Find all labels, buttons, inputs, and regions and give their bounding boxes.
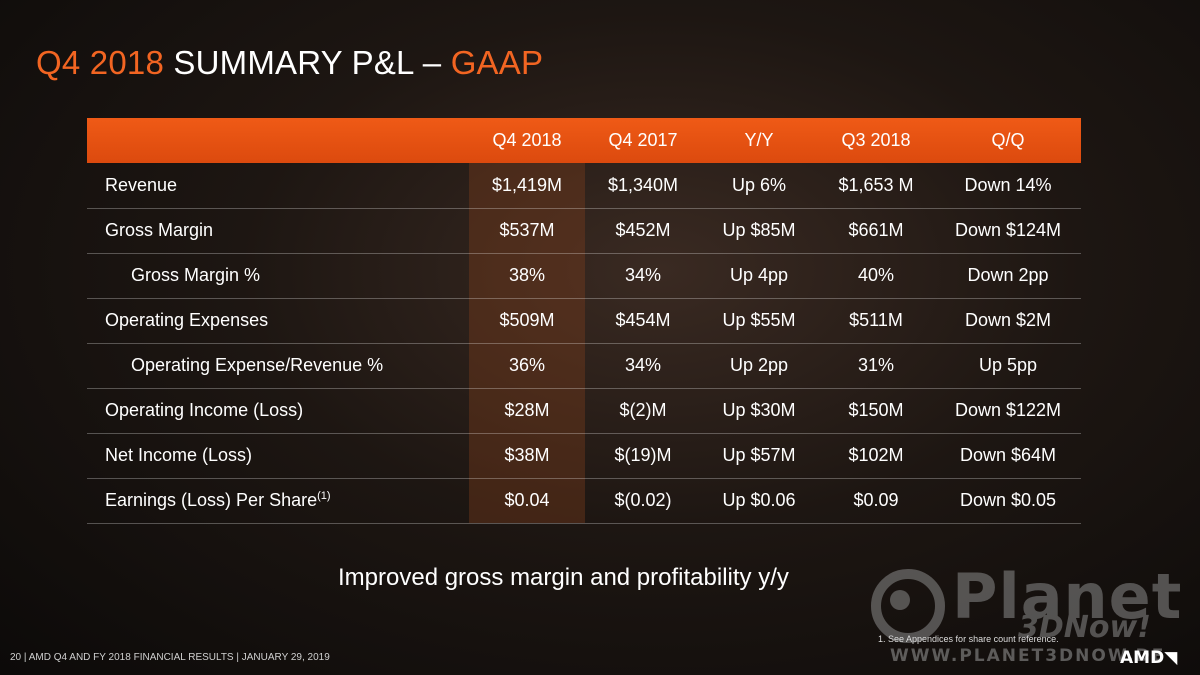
cell: $1,419M	[491, 174, 563, 195]
column-header: Q3 2018	[841, 130, 911, 150]
table-row: Gross Margin $537M $452M Up $85M $661M D…	[87, 208, 1081, 253]
cell: $1,340M	[607, 174, 679, 195]
row-label: Net Income (Loss)	[105, 445, 253, 465]
table-row: Gross Margin % 38% 34% Up 4pp 40% Down 2…	[87, 253, 1081, 298]
cell: Up $85M	[722, 220, 796, 240]
footnote-marker: (1)	[317, 490, 331, 502]
row-label: Operating Expense/Revenue %	[131, 355, 384, 375]
table-row: Operating Income (Loss) $28M $(2)M Up $3…	[87, 388, 1081, 433]
cell: $0.09	[853, 490, 899, 510]
column-header: Q/Q	[991, 130, 1025, 150]
header-label-blank	[87, 118, 469, 163]
row-label: Operating Income (Loss)	[105, 400, 304, 420]
title-main: SUMMARY P&L –	[173, 44, 442, 81]
cell: $1,653 M	[838, 174, 914, 195]
slide-footer: 20 | AMD Q4 AND FY 2018 FINANCIAL RESULT…	[10, 652, 330, 663]
slide-title: Q4 2018 SUMMARY P&L – GAAP	[36, 44, 543, 82]
logo-text: AMD	[1120, 648, 1165, 668]
cell: Up 6%	[731, 174, 787, 195]
cell: $102M	[848, 445, 904, 465]
cell: Up $57M	[722, 445, 796, 465]
cell: Up 4pp	[729, 265, 789, 285]
cell: Down $124M	[954, 220, 1062, 240]
cell: $537M	[499, 220, 555, 240]
column-header: Q4 2017	[608, 130, 678, 150]
watermark-big: Planet	[952, 560, 1183, 633]
cell: 31%	[857, 355, 895, 375]
tagline: Improved gross margin and profitability …	[338, 564, 789, 591]
cell: $28M	[504, 400, 550, 420]
row-label: Operating Expenses	[105, 310, 269, 330]
cell: $511M	[849, 310, 903, 330]
row-label: Gross Margin %	[131, 265, 261, 285]
cell: Down $0.05	[959, 490, 1057, 510]
cell: Down 14%	[964, 174, 1052, 195]
planet-icon	[871, 569, 945, 643]
pl-summary-table-container: Q4 2018 Q4 2017 Y/Y Q3 2018 Q/Q Revenue …	[87, 118, 1081, 524]
row-label-eps: Earnings (Loss) Per Share(1)	[87, 478, 469, 523]
cell: 36%	[508, 355, 546, 375]
column-header: Y/Y	[744, 130, 774, 150]
table-header-row: Q4 2018 Q4 2017 Y/Y Q3 2018 Q/Q	[87, 118, 1081, 163]
title-gaap: GAAP	[450, 44, 544, 81]
cell: Down 2pp	[967, 265, 1049, 285]
cell: 34%	[624, 265, 662, 285]
highlighted-column	[469, 118, 585, 523]
cell: Up $55M	[722, 310, 796, 330]
footnote: 1. See Appendices for share count refere…	[878, 634, 1059, 644]
cell: $661M	[848, 220, 904, 240]
cell: 38%	[508, 265, 546, 285]
cell: 40%	[857, 265, 895, 285]
cell: Down $122M	[954, 400, 1062, 420]
cell: $0.04	[504, 490, 550, 510]
cell: $452M	[615, 220, 671, 240]
table-row: Earnings (Loss) Per Share(1) $0.04 $(0.0…	[87, 478, 1081, 523]
row-label-text: Earnings (Loss) Per Share	[105, 490, 318, 510]
column-header: Q4 2018	[492, 130, 562, 150]
cell: Down $64M	[959, 445, 1057, 465]
cell: $(19)M	[614, 445, 672, 465]
arrow-icon: ◥	[1164, 648, 1178, 668]
row-label: Revenue	[105, 174, 178, 195]
amd-logo: AMD◥	[1120, 648, 1177, 668]
title-period: Q4 2018	[36, 44, 165, 81]
cell: 34%	[624, 355, 662, 375]
table-row: Revenue $1,419M $1,340M Up 6% $1,653 M D…	[87, 163, 1081, 208]
cell: $(2)M	[619, 400, 667, 420]
cell: $509M	[499, 310, 555, 330]
cell: $(0.02)	[614, 490, 672, 510]
cell: Down $2M	[964, 310, 1052, 330]
cell: Up 5pp	[978, 355, 1038, 375]
cell: $150M	[848, 400, 904, 420]
cell: Up 2pp	[729, 355, 789, 375]
pl-summary-table: Q4 2018 Q4 2017 Y/Y Q3 2018 Q/Q Revenue …	[87, 118, 1081, 524]
table-row: Operating Expense/Revenue % 36% 34% Up 2…	[87, 343, 1081, 388]
cell: Up $30M	[722, 400, 796, 420]
cell: Up $0.06	[722, 490, 796, 510]
cell: $454M	[615, 310, 671, 330]
table-row: Net Income (Loss) $38M $(19)M Up $57M $1…	[87, 433, 1081, 478]
table-row: Operating Expenses $509M $454M Up $55M $…	[87, 298, 1081, 343]
row-label: Gross Margin	[105, 220, 214, 240]
cell: $38M	[504, 445, 550, 465]
